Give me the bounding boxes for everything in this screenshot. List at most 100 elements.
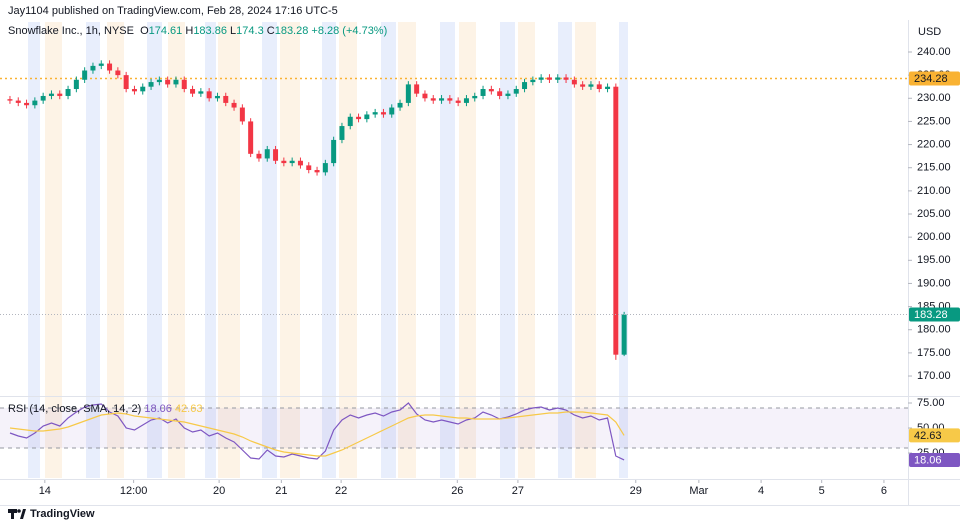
candle-body: [380, 112, 386, 115]
x-tick-label: 20: [213, 485, 225, 497]
candle-body: [115, 70, 121, 76]
sma-value: 42.63: [174, 403, 203, 415]
candle-body: [82, 70, 88, 80]
candle-body: [472, 95, 478, 99]
candle-body: [273, 149, 279, 161]
y-tick-label: 75.00: [917, 397, 945, 409]
y-tick-label: 240.00: [917, 46, 951, 58]
candle-body: [57, 93, 63, 96]
candle-body: [430, 98, 436, 101]
candle-body: [364, 114, 370, 120]
candle-body: [571, 79, 577, 85]
candle-body: [530, 79, 536, 83]
candle-body: [24, 102, 30, 106]
y-tick-label: 205.00: [917, 208, 951, 220]
x-tick-label: Mar: [689, 485, 708, 497]
candle-body: [73, 79, 79, 90]
symbol: Snowflake Inc., 1h, NYSE: [8, 25, 134, 37]
candle-body: [231, 102, 237, 108]
y-tick-label: 175.00: [917, 347, 951, 359]
candle-body: [596, 84, 602, 90]
h-label: H: [185, 25, 194, 37]
o-value: 174.61: [148, 25, 183, 37]
rsi-value: 18.06: [144, 403, 172, 415]
candle-body: [32, 100, 38, 106]
candle-body: [439, 98, 445, 101]
candle-body: [107, 63, 113, 71]
candle-body: [414, 84, 420, 94]
x-tick-label: 14: [39, 485, 51, 497]
price-tag-label: 234.28: [914, 73, 948, 85]
candle-body: [181, 79, 187, 90]
candle-body: [165, 79, 171, 85]
candle-body: [7, 99, 13, 101]
x-tick-label: 22: [335, 485, 347, 497]
y-tick-label: 225.00: [917, 115, 951, 127]
candle-body: [15, 100, 21, 103]
price-tag-label: 18.06: [914, 454, 942, 466]
price-tag-label: 42.63: [914, 430, 942, 442]
x-tick-label: 12:00: [120, 485, 148, 497]
candle-body: [488, 89, 494, 92]
sma-line: [9, 411, 625, 457]
published-note: Jay1104 published on TradingView.com, Fe…: [8, 5, 338, 17]
candle-body: [405, 84, 411, 103]
candle-body: [322, 163, 328, 173]
candle-body: [314, 170, 320, 173]
candle-body: [306, 165, 312, 171]
candle-body: [256, 153, 262, 159]
candle-body: [447, 98, 453, 101]
candle-body: [331, 139, 337, 164]
candle-body: [588, 84, 594, 87]
candle-body: [546, 77, 552, 80]
x-tick-label: 27: [512, 485, 524, 497]
candle-body: [98, 63, 104, 66]
candle-body: [339, 126, 345, 140]
brand: TradingView: [30, 508, 95, 520]
candle-body: [239, 107, 245, 122]
candle-body: [555, 77, 561, 80]
y-tick-label: 210.00: [917, 185, 951, 197]
price-tag: [909, 307, 960, 322]
candle-body: [148, 82, 154, 87]
candle-body: [297, 160, 303, 166]
candle-body: [347, 116, 353, 127]
currency: USD: [918, 26, 941, 38]
candle-body: [505, 93, 511, 96]
change: +8.28 (+4.73%): [311, 25, 388, 37]
candle-body: [190, 89, 196, 94]
x-tick-label: 21: [275, 485, 287, 497]
candle-body: [605, 86, 611, 90]
y-tick-label: 220.00: [917, 138, 951, 150]
y-tick-label: 230.00: [917, 92, 951, 104]
candle-body: [248, 121, 254, 154]
candle-body: [389, 107, 395, 115]
candle-body: [513, 89, 519, 94]
candle-body: [90, 65, 96, 71]
candle-body: [497, 91, 503, 96]
h-value: 183.86: [193, 25, 227, 37]
o-label: O: [140, 25, 149, 37]
candle-body: [198, 91, 204, 94]
rsi-band: [0, 408, 908, 448]
x-tick-label: 29: [630, 485, 642, 497]
c-label: C: [266, 25, 275, 37]
candle-body: [356, 116, 362, 120]
brand-logo: [8, 509, 26, 519]
candle-body: [223, 95, 229, 103]
candle-body: [140, 86, 146, 92]
candle-body: [206, 91, 212, 99]
candle-body: [372, 112, 378, 115]
x-tick-label: 4: [758, 485, 764, 497]
candle-body: [264, 149, 270, 159]
candle-body: [40, 95, 46, 101]
y-tick-label: 190.00: [917, 277, 951, 289]
x-tick-label: 5: [819, 485, 825, 497]
l-value: 174.3: [236, 25, 264, 37]
x-tick-label: 26: [451, 485, 463, 497]
l-label: L: [230, 25, 237, 37]
c-value: 183.28: [274, 25, 309, 37]
y-tick-label: 180.00: [917, 324, 951, 336]
price-legend: Snowflake Inc., 1h, NYSE O174.61 H183.86…: [8, 25, 387, 37]
